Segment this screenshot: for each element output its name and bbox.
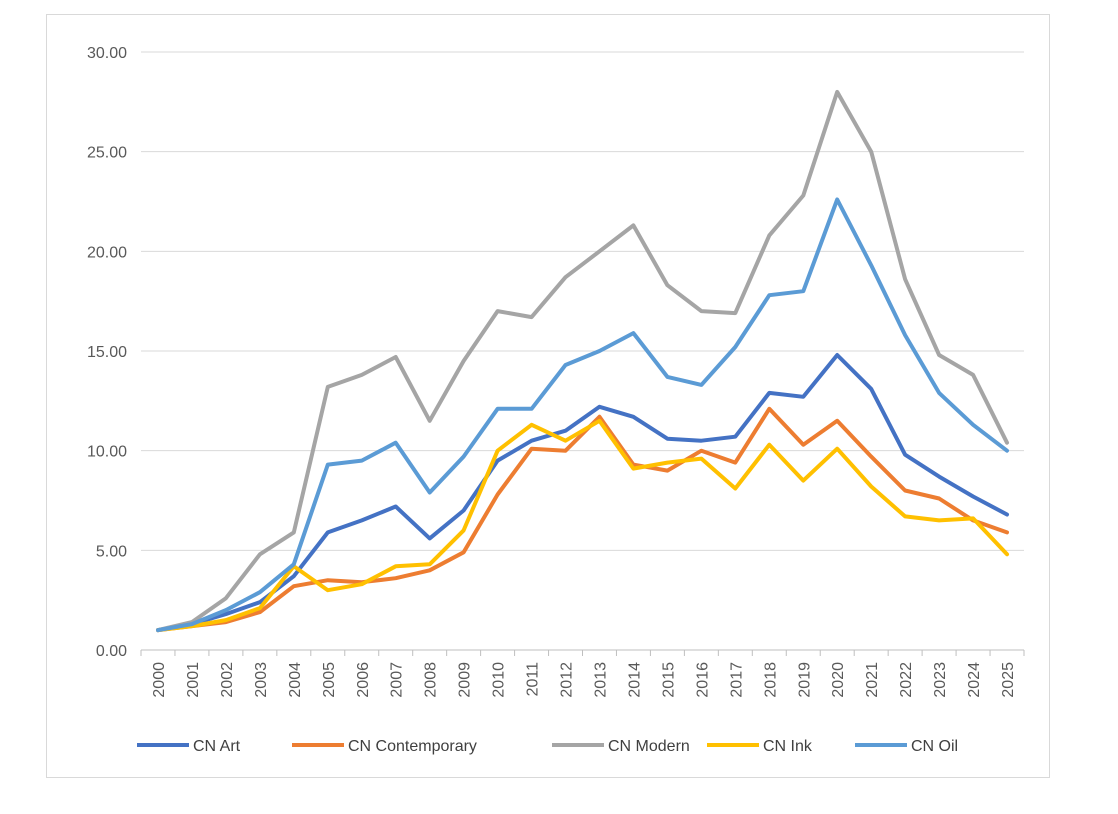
legend-label-cn-ink: CN Ink bbox=[763, 738, 813, 755]
y-axis-tick-labels: 0.00 5.00 10.00 15.00 20.00 25.00 30.00 bbox=[87, 45, 127, 660]
x-tick-label: 2012 bbox=[559, 662, 576, 698]
x-tick-label: 2000 bbox=[151, 662, 168, 698]
series-line-cn-oil bbox=[156, 197, 1009, 633]
x-tick-label: 2017 bbox=[728, 662, 745, 698]
y-tick-label: 15.00 bbox=[87, 344, 127, 361]
x-tick-label: 2009 bbox=[457, 662, 474, 698]
x-axis bbox=[140, 649, 1025, 656]
x-tick-label: 2002 bbox=[219, 662, 236, 698]
x-tick-label: 2005 bbox=[321, 662, 338, 698]
series-lines bbox=[156, 89, 1009, 633]
series-line-cn-modern bbox=[156, 89, 1009, 633]
x-tick-label: 2010 bbox=[491, 662, 508, 698]
x-tick-label: 2013 bbox=[592, 662, 609, 698]
x-tick-label: 2014 bbox=[626, 662, 643, 698]
chart-frame: 0.00 5.00 10.00 15.00 20.00 25.00 30.00 2000 20… bbox=[46, 14, 1050, 778]
x-tick-label: 2021 bbox=[864, 662, 881, 698]
x-tick-label: 2011 bbox=[525, 662, 542, 697]
legend-label-cn-modern: CN Modern bbox=[608, 738, 690, 755]
series-line-cn-contemporary bbox=[156, 406, 1009, 633]
x-tick-label: 2025 bbox=[1000, 662, 1017, 698]
y-tick-label: 5.00 bbox=[96, 543, 127, 560]
x-tick-label: 2006 bbox=[355, 662, 372, 698]
x-tick-label: 2016 bbox=[694, 662, 711, 698]
legend-label-cn-art: CN Art bbox=[193, 738, 241, 755]
x-tick-label: 2015 bbox=[660, 662, 677, 698]
x-tick-label: 2007 bbox=[389, 662, 406, 698]
x-axis-tick-labels: 2000 2001 2002 2003 2004 2005 2006 2007 2008 2009… bbox=[151, 662, 1017, 698]
x-tick-label: 2022 bbox=[898, 662, 915, 698]
x-tick-label: 2024 bbox=[966, 662, 983, 698]
y-tick-label: 30.00 bbox=[87, 45, 127, 62]
x-tick-label: 2008 bbox=[423, 662, 440, 698]
x-tick-label: 2023 bbox=[932, 662, 949, 698]
legend: CN Art CN Contemporary CN Modern CN Ink CN O… bbox=[137, 738, 958, 755]
gridlines bbox=[141, 51, 1024, 551]
x-tick-label: 2001 bbox=[185, 662, 202, 698]
x-tick-label: 2018 bbox=[762, 662, 779, 698]
x-tick-label: 2019 bbox=[796, 662, 813, 698]
y-tick-label: 10.00 bbox=[87, 444, 127, 461]
series-line-cn-ink bbox=[156, 418, 1009, 633]
legend-label-cn-oil: CN Oil bbox=[911, 738, 958, 755]
y-tick-label: 25.00 bbox=[87, 145, 127, 162]
x-tick-label: 2003 bbox=[253, 662, 270, 698]
y-tick-label: 0.00 bbox=[96, 643, 127, 660]
x-tick-label: 2004 bbox=[287, 662, 304, 698]
legend-label-cn-contemporary: CN Contemporary bbox=[348, 738, 477, 755]
y-tick-label: 20.00 bbox=[87, 244, 127, 261]
x-tick-label: 2020 bbox=[830, 662, 847, 698]
